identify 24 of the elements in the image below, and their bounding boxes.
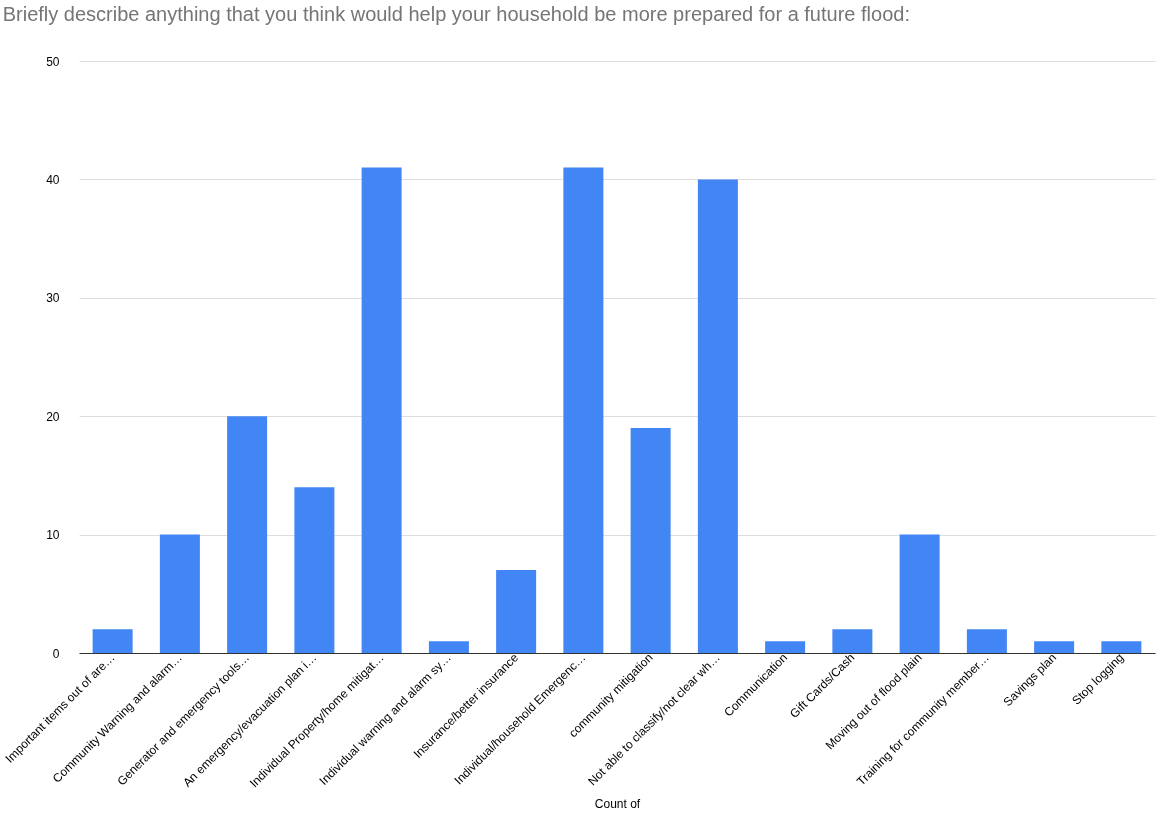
bar	[92, 629, 133, 653]
bar	[159, 534, 200, 653]
bar	[563, 167, 604, 653]
bar	[899, 534, 940, 653]
y-tick-label: 40	[46, 172, 60, 187]
y-tick-label: 50	[46, 54, 60, 69]
bar	[496, 570, 537, 653]
y-tick-label: 30	[46, 291, 60, 306]
bar	[832, 629, 873, 653]
bar	[294, 487, 335, 653]
y-tick-label: 10	[46, 528, 60, 543]
y-tick-label: 20	[46, 409, 60, 424]
x-axis-title: Count of	[594, 797, 641, 812]
bar	[697, 179, 738, 653]
bar	[1034, 641, 1075, 653]
chart-title: Briefly describe anything that you think would help your household be more prepared for a future flood:	[2, 3, 910, 25]
bar	[966, 629, 1007, 653]
bar	[227, 416, 268, 653]
bar	[1101, 641, 1142, 653]
bar	[630, 428, 671, 653]
y-tick-label: 0	[52, 646, 60, 661]
bar	[765, 641, 806, 653]
bar	[428, 641, 469, 653]
bar	[361, 167, 402, 653]
